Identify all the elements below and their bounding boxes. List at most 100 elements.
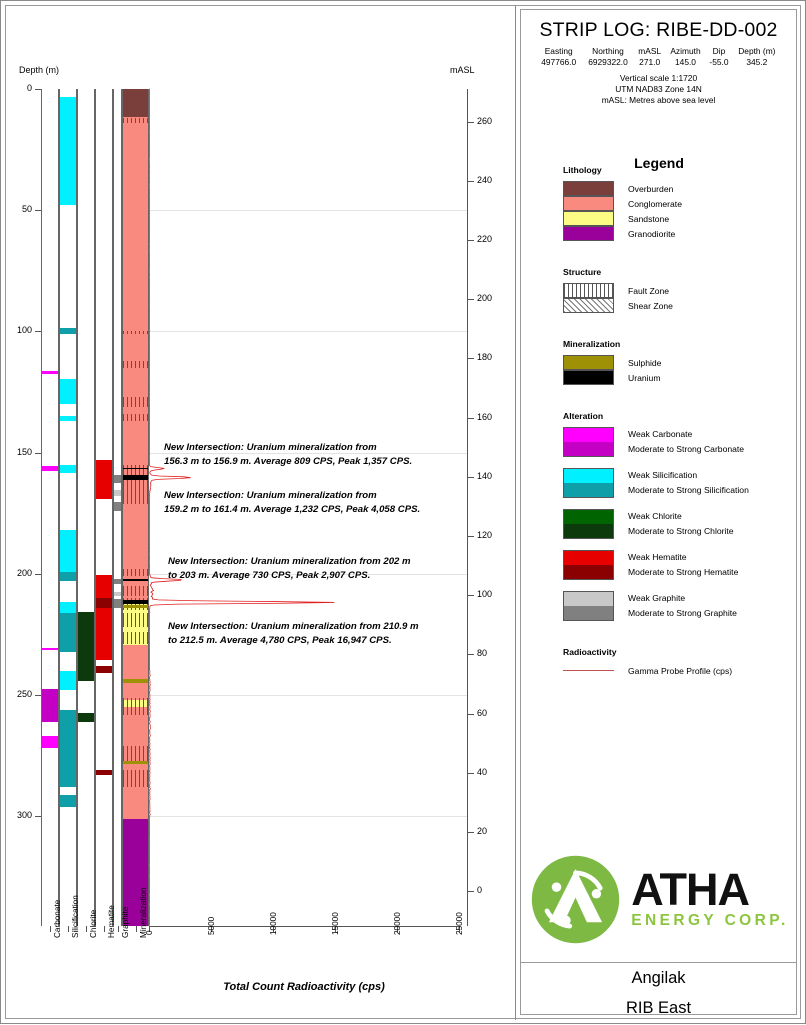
collar-value-0: 497766.0 bbox=[541, 56, 577, 67]
log-segment bbox=[123, 118, 148, 123]
log-segment bbox=[123, 586, 148, 596]
track-label-graphite: Graphite bbox=[120, 906, 130, 938]
gridline bbox=[42, 816, 467, 818]
log-segment bbox=[123, 818, 148, 926]
masl-tick: 140 bbox=[468, 471, 492, 481]
track-label-silicification: Silicification bbox=[71, 895, 80, 938]
gamma-trace bbox=[148, 88, 335, 926]
legend-label: Fault Zone bbox=[628, 285, 670, 296]
annotation-line-2: 159.2 m to 161.4 m. Average 1,232 CPS, P… bbox=[164, 503, 421, 515]
track-tick bbox=[86, 926, 87, 932]
track-chlorite bbox=[77, 89, 95, 926]
legend-item-pair: Weak Hematite Moderate to Strong Hematite bbox=[563, 550, 798, 580]
legend-swatch bbox=[563, 211, 614, 226]
log-segment bbox=[114, 578, 121, 584]
legend-heading: Alteration bbox=[563, 411, 604, 421]
legend-swatch bbox=[563, 196, 614, 211]
log-segment bbox=[123, 396, 148, 407]
depth-tick: 250 bbox=[17, 689, 41, 699]
logo-wordmark: ATHA ENERGY CORP. bbox=[631, 864, 788, 930]
masl-tick: 100 bbox=[468, 589, 492, 599]
collar-value-5: 345.2 bbox=[746, 56, 768, 67]
log-segment bbox=[123, 679, 148, 684]
collar-values-row: 497766.0 6929322.0 271.0 145.0 -55.0 345.2 bbox=[536, 57, 782, 68]
log-segment bbox=[42, 689, 58, 722]
legend-label: Granodiorite bbox=[628, 228, 676, 239]
x-tick: 25000 bbox=[455, 912, 464, 935]
depth-tick: 200 bbox=[17, 568, 41, 578]
log-segment bbox=[60, 612, 76, 652]
log-segment bbox=[114, 502, 121, 511]
log-segment bbox=[60, 464, 76, 474]
collar-label-5: Depth (m) bbox=[738, 46, 776, 56]
legend-heading: Lithology bbox=[563, 165, 602, 175]
collar-label-2: mASL bbox=[638, 46, 662, 56]
legend-label: Conglomerate bbox=[628, 198, 682, 209]
annotation-intersection-3: New Intersection: Uranium mineralization… bbox=[168, 555, 411, 582]
legend-swatch bbox=[563, 663, 614, 678]
log-segment bbox=[60, 670, 76, 691]
legend-item-pair: Weak Carbonate Moderate to Strong Carbona… bbox=[563, 427, 798, 457]
log-segment bbox=[60, 571, 76, 582]
legend-swatch bbox=[563, 283, 614, 298]
atha-mark-icon bbox=[532, 855, 620, 944]
gridline bbox=[42, 331, 467, 333]
log-segment bbox=[114, 599, 121, 608]
legend-heading: Radioactivity bbox=[563, 647, 617, 657]
log-segment bbox=[123, 746, 148, 761]
track-label-carbonate: Carbonate bbox=[53, 899, 62, 938]
collar-label-4: Dip bbox=[712, 46, 726, 56]
log-segment bbox=[60, 97, 76, 206]
masl-tick: 180 bbox=[468, 352, 492, 362]
gamma-line-swatch bbox=[563, 670, 614, 671]
legend-title: Legend bbox=[634, 155, 684, 171]
footer-area: RIB East bbox=[625, 999, 692, 1017]
legend-item: Uranium bbox=[563, 370, 798, 385]
legend-item: Shear Zone bbox=[563, 298, 798, 313]
legend-item-pair: Weak Silicification Moderate to Strong Si… bbox=[563, 468, 798, 498]
legend-heading: Structure bbox=[563, 267, 602, 277]
log-segment bbox=[123, 578, 148, 582]
log-segment bbox=[114, 490, 121, 497]
right-info-panel: STRIP LOG: RIBE-DD-002 Easting Northing mA… bbox=[515, 5, 802, 1020]
log-segment bbox=[123, 632, 148, 645]
annotation-line-2: 156.3 m to 156.9 m. Average 809 CPS, Pea… bbox=[164, 455, 413, 467]
log-segment bbox=[123, 464, 148, 504]
legend-swatch bbox=[563, 226, 614, 241]
annotation-line-1: New Intersection: Uranium mineralization… bbox=[168, 556, 411, 567]
legend-item-pair: Weak Graphite Moderate to Strong Graphite bbox=[563, 591, 798, 621]
track-tick bbox=[50, 926, 51, 932]
x-tick: 0 bbox=[145, 926, 154, 935]
legend-swatch bbox=[563, 468, 614, 498]
gamma-probe-profile bbox=[148, 88, 335, 926]
footer-project: Angilak bbox=[631, 969, 686, 987]
masl-axis-label: mASL bbox=[450, 65, 475, 75]
annotation-line-2: to 212.5 m. Average 4,780 CPS, Peak 16,9… bbox=[168, 634, 392, 646]
log-segment bbox=[60, 327, 76, 334]
log-segment bbox=[123, 770, 148, 788]
gridline bbox=[42, 452, 467, 454]
masl-axis-line bbox=[467, 89, 468, 926]
logo-name: ATHA bbox=[631, 864, 750, 915]
masl-tick: 60 bbox=[468, 708, 487, 718]
x-tick: 20000 bbox=[393, 912, 402, 935]
page-title: STRIP LOG: RIBE-DD-002 bbox=[539, 19, 778, 41]
log-segment bbox=[60, 601, 76, 613]
log-segment bbox=[96, 666, 112, 674]
log-segment bbox=[42, 466, 58, 471]
masl-tick: 160 bbox=[468, 412, 492, 422]
annotation-intersection-4: New Intersection: Uranium mineralization… bbox=[168, 620, 419, 647]
legend-item: Sulphide bbox=[563, 355, 798, 370]
footer-block: Angilak RIB East bbox=[520, 963, 797, 1017]
log-segment bbox=[123, 612, 148, 628]
log-segment bbox=[78, 713, 94, 722]
log-segment bbox=[114, 592, 121, 596]
log-segment bbox=[123, 467, 148, 470]
company-logo: ATHA ENERGY CORP. bbox=[520, 837, 797, 963]
log-segment bbox=[123, 89, 148, 117]
strip-log-plot: Depth (m) mASL 0 50 100 150 200 250 300 260 240… bbox=[1, 1, 515, 1025]
legend-label-pair: Weak Chlorite Moderate to Strong Chlorite bbox=[628, 511, 734, 536]
masl-tick: 0 bbox=[468, 885, 482, 895]
log-segment bbox=[123, 413, 148, 422]
track-hematite bbox=[95, 89, 113, 926]
